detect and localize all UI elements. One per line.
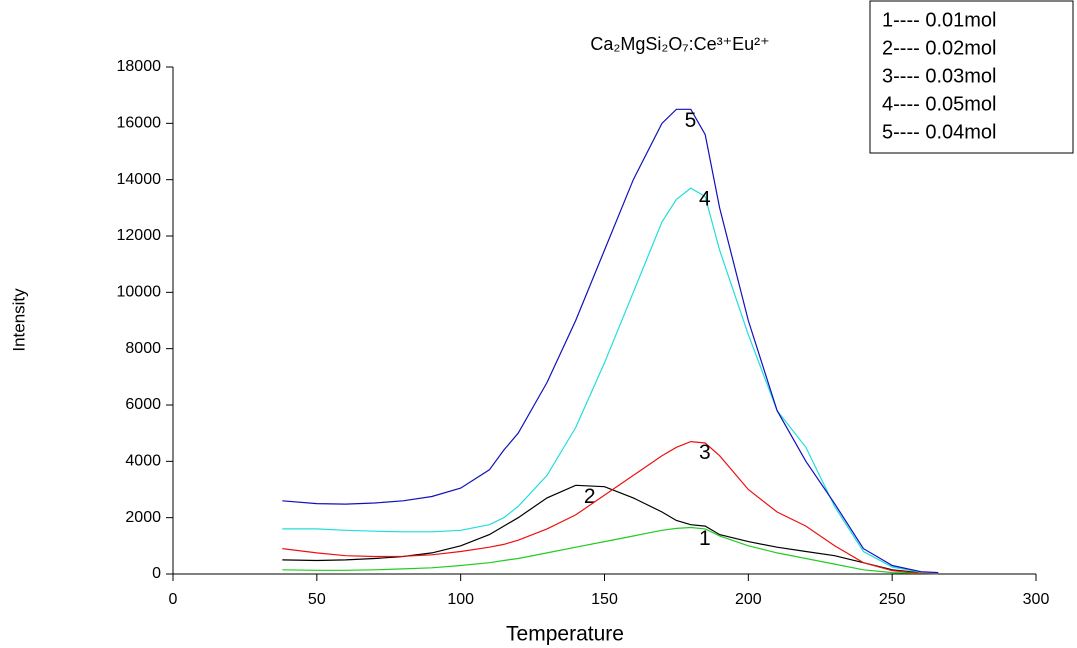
legend-entry: 4---- 0.05mol	[882, 93, 996, 115]
x-tick-label: 300	[1023, 591, 1050, 608]
x-axis-label: Temperature	[506, 623, 624, 646]
y-tick-label: 0	[152, 565, 161, 582]
y-tick-label: 2000	[125, 509, 161, 526]
curve-label: 1	[699, 527, 711, 550]
x-tick-label: 100	[447, 591, 474, 608]
x-tick-label: 50	[308, 591, 326, 608]
y-tick-label: 6000	[125, 396, 161, 413]
line-series	[282, 485, 938, 573]
legend-entry: 5---- 0.04mol	[882, 121, 996, 143]
curve-label: 5	[685, 109, 697, 132]
y-tick-label: 16000	[117, 115, 162, 132]
y-tick-label: 12000	[117, 227, 162, 244]
curve-label: 2	[584, 485, 596, 508]
chart-title: Ca₂MgSi₂O₇:Ce³⁺Eu²⁺	[590, 34, 769, 54]
y-tick-label: 8000	[125, 340, 161, 357]
chart: Ca₂MgSi₂O₇:Ce³⁺Eu²⁺ Temperature Intensit…	[0, 0, 1077, 648]
y-tick-label: 10000	[117, 284, 162, 301]
line-series	[282, 528, 938, 574]
y-tick-label: 14000	[117, 171, 162, 188]
curve-label: 4	[699, 188, 711, 211]
legend-entry: 1---- 0.01mol	[882, 9, 996, 31]
curve-label: 3	[699, 441, 711, 464]
y-tick-label: 4000	[125, 453, 161, 470]
x-tick-label: 0	[169, 591, 178, 608]
x-tick-label: 250	[879, 591, 906, 608]
y-tick-label: 18000	[117, 58, 162, 75]
legend-entry: 2---- 0.02mol	[882, 37, 996, 59]
legend-entry: 3---- 0.03mol	[882, 65, 996, 87]
y-axis-label: Intensity	[9, 288, 28, 352]
line-series	[282, 442, 938, 574]
line-series	[282, 109, 938, 572]
line-series	[282, 188, 938, 573]
x-tick-label: 150	[591, 591, 618, 608]
x-tick-label: 200	[735, 591, 762, 608]
